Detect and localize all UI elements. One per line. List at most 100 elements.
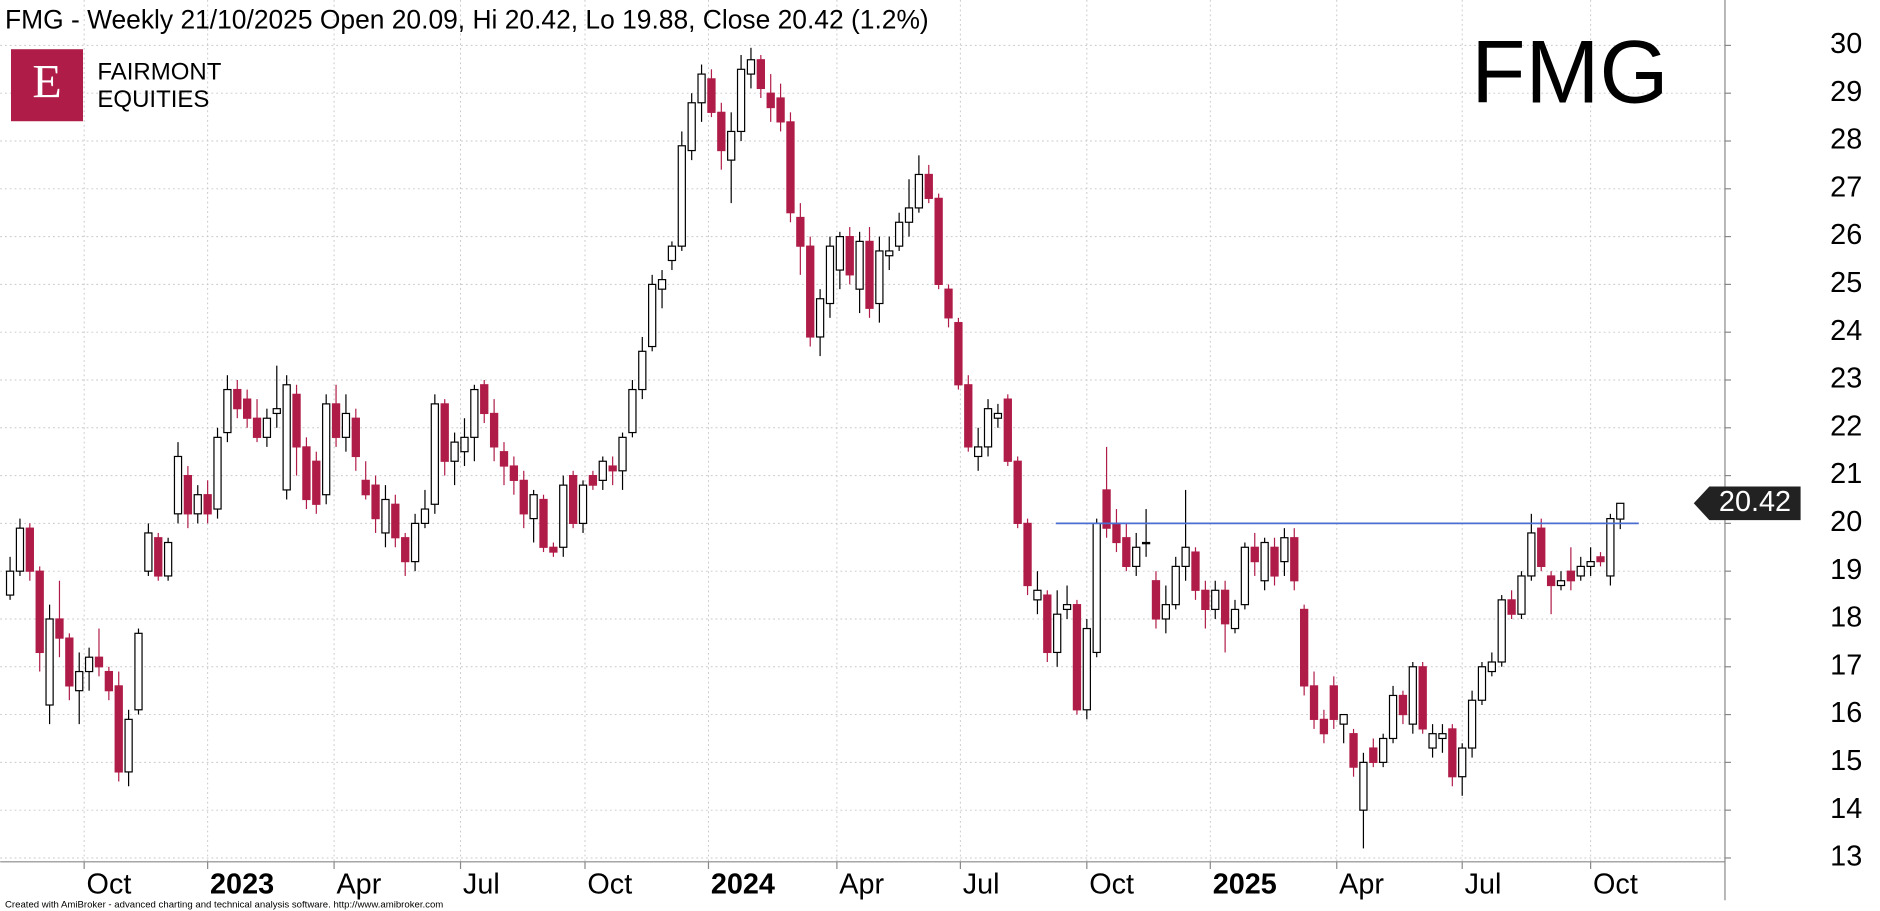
candle-body: [35, 570, 44, 654]
candle-body: [1072, 604, 1082, 711]
x-tick-label: Jul: [1465, 868, 1502, 900]
candle-body: [450, 441, 459, 462]
candle-body: [1586, 561, 1595, 568]
candle-body: [1211, 589, 1220, 611]
candle-body: [15, 527, 25, 572]
y-tick-label: 15: [1830, 745, 1862, 777]
candle-body: [1112, 522, 1121, 544]
candle-body: [104, 670, 114, 692]
candle-body: [657, 279, 667, 290]
candle-body: [1517, 575, 1526, 615]
x-tick-label: Apr: [336, 868, 381, 900]
candle-body: [993, 412, 1003, 419]
candle-body: [1487, 661, 1496, 673]
y-tick-label: 20: [1830, 506, 1862, 538]
candle-body: [1191, 551, 1200, 591]
candle-body: [144, 532, 153, 572]
candle-body: [1339, 713, 1348, 725]
y-tick-label: 18: [1830, 602, 1862, 634]
candle-body: [677, 145, 686, 247]
logo-letter: E: [32, 55, 61, 108]
candle-body: [1418, 666, 1427, 730]
candle-body: [1319, 718, 1329, 735]
candle-body: [302, 446, 311, 501]
candle-body: [1082, 627, 1091, 711]
candle-body: [776, 97, 785, 123]
candle-body: [1151, 580, 1161, 620]
candle-body: [163, 541, 173, 577]
candle-body: [193, 494, 202, 515]
candle-body: [1181, 546, 1190, 568]
candle-body: [1497, 599, 1506, 663]
candle-body: [756, 59, 765, 90]
candle-body: [114, 685, 123, 773]
candle-body: [75, 670, 84, 692]
y-tick-label: 27: [1830, 171, 1862, 203]
candle-body: [1299, 608, 1309, 687]
candle-body: [667, 245, 677, 262]
y-tick-label: 13: [1830, 841, 1862, 873]
x-tick-label: Oct: [87, 868, 132, 900]
candle-body: [687, 102, 696, 152]
x-tick-label: Oct: [1593, 868, 1638, 900]
candle-body: [736, 68, 746, 133]
candle-body: [1280, 537, 1289, 563]
candle-body: [974, 446, 983, 458]
candle-body: [341, 412, 351, 438]
candle-body: [707, 78, 716, 113]
candle-body: [1458, 747, 1467, 778]
candle-body: [1220, 589, 1230, 625]
candle-body: [124, 718, 133, 773]
candle-body: [331, 403, 341, 438]
candle-body: [1398, 694, 1408, 716]
candle-body: [134, 632, 143, 711]
candle-body: [45, 618, 54, 706]
candle-body: [1003, 398, 1012, 462]
y-tick-label: 14: [1830, 793, 1862, 825]
candle-body: [875, 250, 884, 305]
candle-body: [568, 474, 578, 524]
candle-body: [5, 570, 15, 596]
candle-body: [1556, 580, 1566, 587]
candle-body: [1379, 737, 1388, 763]
candle-body: [509, 465, 519, 481]
candle-body: [262, 417, 272, 438]
candle-body: [430, 403, 440, 505]
x-tick-label: 2025: [1213, 868, 1277, 900]
chart-title: FMG - Weekly 21/10/2025 Open 20.09, Hi 2…: [5, 5, 929, 35]
candle-body: [1260, 541, 1269, 582]
y-tick-label: 21: [1830, 458, 1862, 490]
candle-body: [855, 240, 864, 290]
x-tick-label: Jul: [963, 868, 1000, 900]
footer: Created with AmiBroker - advanced charti…: [5, 900, 443, 911]
candle-body: [1369, 747, 1378, 763]
y-tick-label: 30: [1830, 28, 1862, 60]
candle-body: [1566, 570, 1576, 582]
candle-body: [983, 408, 993, 448]
candle-body: [944, 288, 953, 319]
y-tick-label: 29: [1830, 76, 1862, 108]
y-tick-label: 24: [1830, 315, 1862, 347]
candle-body: [1467, 699, 1477, 749]
candle-body: [312, 460, 321, 505]
candle-body: [65, 637, 74, 687]
candle-body: [460, 436, 469, 453]
candle-body: [1250, 546, 1259, 563]
candle-body: [588, 474, 598, 486]
candle-body: [1141, 541, 1151, 545]
candle-body: [154, 537, 163, 577]
y-tick-label: 22: [1830, 410, 1862, 442]
candle-body: [440, 403, 449, 462]
candle-body: [401, 537, 410, 563]
candle-body: [371, 484, 380, 520]
price-marker: [1693, 486, 1801, 521]
candle-body: [282, 384, 291, 491]
candle-body: [845, 235, 854, 276]
logo-text: FAIRMONT: [97, 59, 221, 86]
candle-body: [242, 398, 252, 419]
symbol: FMG: [1471, 23, 1668, 122]
candle-body: [825, 245, 835, 305]
candle-body: [233, 388, 242, 410]
candle-body: [519, 479, 528, 515]
